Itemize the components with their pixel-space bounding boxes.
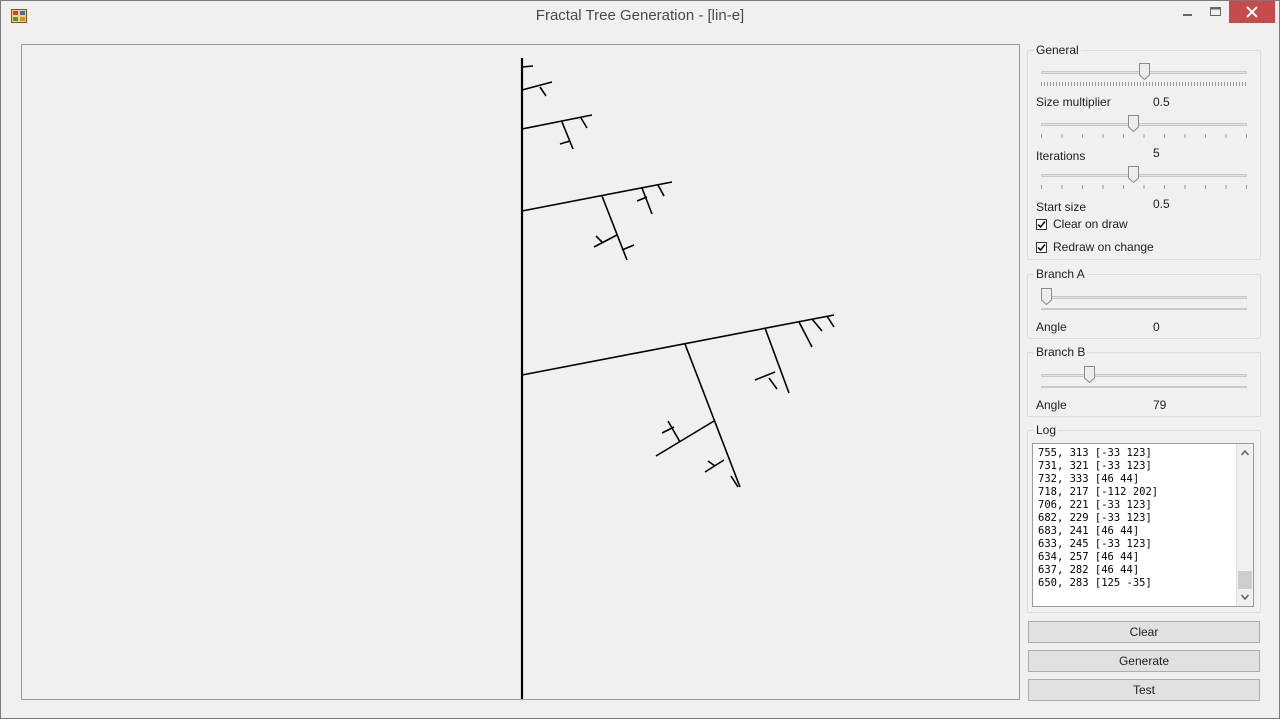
slider-thumb[interactable] bbox=[1128, 115, 1139, 132]
log-line: 718, 217 [-112 202] bbox=[1038, 486, 1159, 498]
test-button[interactable]: Test bbox=[1028, 679, 1260, 701]
branch-b-group-label: Branch B bbox=[1034, 345, 1088, 359]
log-textbox[interactable]: 755, 313 [-33 123] 731, 321 [-33 123] 73… bbox=[1032, 443, 1254, 607]
log-line: 633, 245 [-33 123] bbox=[1038, 538, 1152, 550]
log-line: 683, 241 [46 44] bbox=[1038, 525, 1140, 537]
start-size-label: Start size bbox=[1036, 200, 1087, 214]
size-multiplier-slider[interactable] bbox=[1041, 63, 1247, 86]
log-line: 755, 313 [-33 123] bbox=[1038, 447, 1152, 459]
chevron-down-icon[interactable] bbox=[1240, 592, 1250, 602]
checkbox-box[interactable] bbox=[1036, 241, 1047, 253]
branch-a-angle-slider[interactable] bbox=[1041, 288, 1247, 310]
branch-a-angle-value: 0 bbox=[1153, 320, 1160, 334]
slider-ticks bbox=[1041, 134, 1247, 138]
branch-a-group-label: Branch A bbox=[1034, 267, 1087, 281]
slider-thumb[interactable] bbox=[1139, 63, 1150, 80]
slider-ticks bbox=[1041, 185, 1247, 189]
slider-track bbox=[1041, 296, 1247, 299]
minimize-button[interactable] bbox=[1173, 1, 1201, 23]
iterations-label: Iterations bbox=[1036, 149, 1086, 163]
size-multiplier-value: 0.5 bbox=[1153, 95, 1170, 109]
drawing-canvas[interactable] bbox=[21, 44, 1020, 700]
generate-button[interactable]: Generate bbox=[1028, 650, 1260, 672]
slider-thumb[interactable] bbox=[1128, 166, 1139, 183]
general-group-label: General bbox=[1034, 43, 1081, 57]
slider-track bbox=[1041, 374, 1247, 377]
redraw-on-change-label: Redraw on change bbox=[1053, 240, 1154, 254]
title-bar[interactable]: Fractal Tree Generation - [lin-e] bbox=[1, 1, 1279, 31]
log-line: 731, 321 [-33 123] bbox=[1038, 460, 1152, 472]
app-icon[interactable] bbox=[11, 9, 27, 23]
log-line: 637, 282 [46 44] bbox=[1038, 564, 1140, 576]
redraw-on-change-checkbox[interactable]: Redraw on change bbox=[1036, 240, 1154, 254]
chevron-up-icon[interactable] bbox=[1240, 448, 1250, 458]
general-group: General bbox=[1027, 43, 1261, 260]
checkmark-icon bbox=[1037, 220, 1046, 228]
checkmark-icon bbox=[1037, 243, 1046, 251]
log-line: 706, 221 [-33 123] bbox=[1038, 499, 1152, 511]
window-title: Fractal Tree Generation - [lin-e] bbox=[535, 7, 745, 24]
slider-track bbox=[1041, 174, 1247, 177]
log-group: Log bbox=[1027, 423, 1261, 613]
log-line: 682, 229 [-33 123] bbox=[1038, 512, 1152, 524]
log-line: 634, 257 [46 44] bbox=[1038, 551, 1140, 563]
branch-b-group: Branch B bbox=[1027, 345, 1261, 417]
slider-thumb[interactable] bbox=[1041, 288, 1052, 305]
fractal-tree bbox=[520, 58, 835, 699]
branch-a-group: Branch A bbox=[1027, 267, 1261, 339]
size-multiplier-label: Size multiplier bbox=[1036, 95, 1111, 109]
close-icon bbox=[1246, 6, 1258, 18]
slider-ticks bbox=[1041, 386, 1247, 388]
log-line: 732, 333 [46 44] bbox=[1038, 473, 1140, 485]
iterations-slider[interactable] bbox=[1041, 115, 1247, 138]
checkbox-box[interactable] bbox=[1036, 218, 1047, 230]
minimize-icon bbox=[1183, 14, 1192, 16]
slider-ticks bbox=[1041, 308, 1247, 310]
maximize-icon bbox=[1210, 7, 1221, 16]
clear-on-draw-label: Clear on draw bbox=[1053, 217, 1128, 231]
slider-ticks bbox=[1041, 82, 1247, 86]
clear-button[interactable]: Clear bbox=[1028, 621, 1260, 643]
start-size-slider[interactable] bbox=[1041, 166, 1247, 189]
scroll-thumb[interactable] bbox=[1238, 571, 1252, 589]
log-line: 650, 283 [125 -35] bbox=[1038, 577, 1152, 589]
slider-track bbox=[1041, 123, 1247, 126]
log-lines: 755, 313 [-33 123] 731, 321 [-33 123] 73… bbox=[1038, 447, 1158, 590]
log-group-label: Log bbox=[1034, 423, 1059, 437]
maximize-button[interactable] bbox=[1201, 1, 1229, 23]
log-scrollbar[interactable] bbox=[1236, 444, 1253, 606]
branch-b-angle-label: Angle bbox=[1036, 398, 1067, 412]
clear-on-draw-checkbox[interactable]: Clear on draw bbox=[1036, 217, 1128, 231]
branch-b-angle-slider[interactable] bbox=[1041, 366, 1247, 388]
slider-thumb[interactable] bbox=[1084, 366, 1095, 383]
close-button[interactable] bbox=[1229, 1, 1275, 23]
start-size-value: 0.5 bbox=[1153, 197, 1170, 211]
branch-b-angle-value: 79 bbox=[1153, 398, 1167, 412]
branch-a-angle-label: Angle bbox=[1036, 320, 1067, 334]
iterations-value: 5 bbox=[1153, 146, 1160, 160]
